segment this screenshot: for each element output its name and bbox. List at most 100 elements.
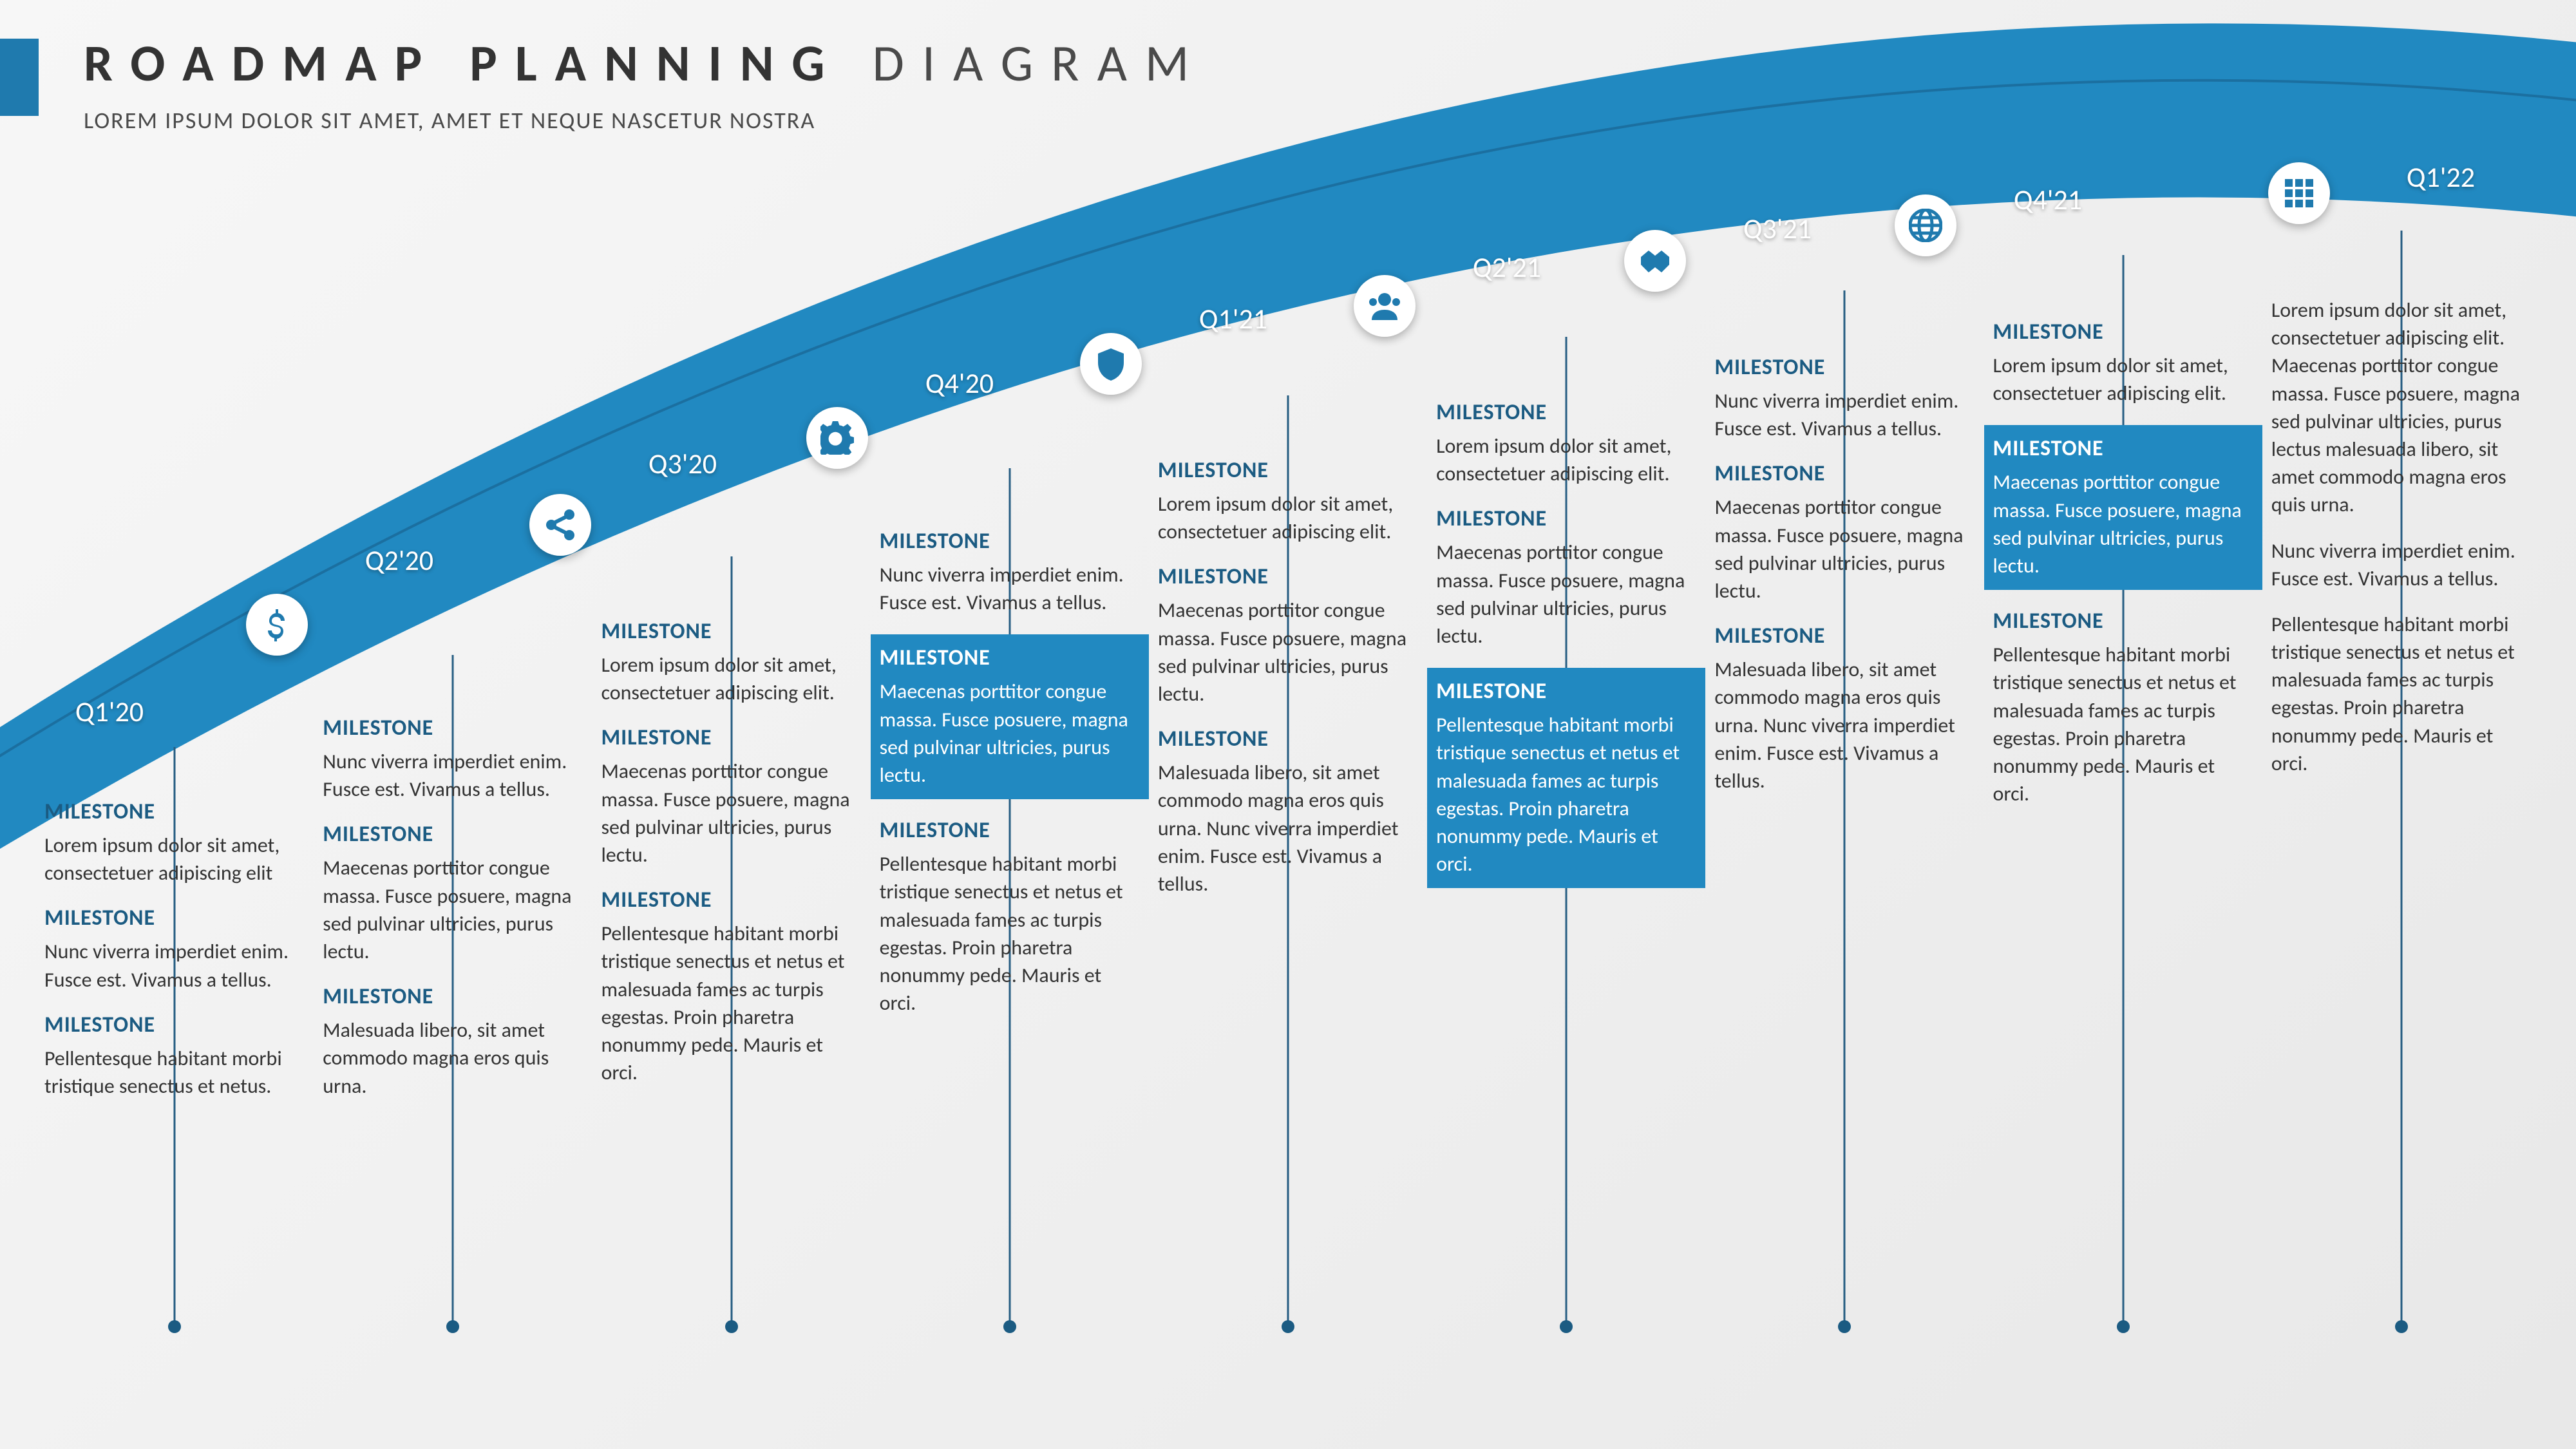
milestone: MILESTONE Malesuada libero, sit amet comm… — [1158, 726, 1418, 898]
quarter-label: Q2'21 — [1473, 250, 1541, 285]
milestone-title: MILESTONE — [880, 645, 1140, 671]
milestone-column: MILESTONE Lorem ipsum dolor sit amet, con… — [1984, 296, 2262, 1401]
milestone-column: MILESTONE Nunc viverra imperdiet enim. Fu… — [1705, 296, 1984, 1365]
milestone-body: Lorem ipsum dolor sit amet, consectetuer… — [1436, 432, 1696, 488]
milestone: MILESTONE Pellentesque habitant morbi tri… — [1993, 608, 2253, 808]
milestone-body: Pellentesque habitant morbi tristique se… — [1993, 641, 2253, 808]
milestone-title: MILESTONE — [601, 724, 861, 751]
milestone: MILESTONE Nunc viverra imperdiet enim. Fu… — [1714, 354, 1975, 442]
milestone: MILESTONE Malesuada libero, sit amet comm… — [1714, 623, 1975, 795]
milestone-content: MILESTONE Lorem ipsum dolor sit amet, con… — [44, 799, 305, 1100]
milestone-title: MILESTONE — [1714, 623, 1975, 649]
quarter-label: Q1'22 — [2407, 160, 2475, 194]
milestone-body: Malesuada libero, sit amet commodo magna… — [1158, 759, 1418, 898]
milestone-title: MILESTONE — [880, 817, 1140, 844]
milestone-title: MILESTONE — [1436, 678, 1696, 705]
milestone: MILESTONE Maecenas porttitor congue massa… — [1714, 460, 1975, 605]
milestone-column: MILESTONE Nunc viverra imperdiet enim. Fu… — [871, 296, 1149, 1191]
milestone: MILESTONE Malesuada libero, sit amet comm… — [323, 983, 583, 1100]
milestone-body: Maecenas porttitor congue massa. Fusce p… — [1993, 468, 2253, 580]
milestone: MILESTONE Lorem ipsum dolor sit amet, con… — [1158, 457, 1418, 545]
milestone-content: Lorem ipsum dolor sit amet, consectetuer… — [2271, 296, 2532, 777]
milestone-column: MILESTONE Lorem ipsum dolor sit amet, con… — [592, 296, 870, 1101]
milestone: MILESTONE Maecenas porttitor congue massa… — [871, 634, 1149, 799]
milestone-body: Maecenas porttitor congue massa. Fusce p… — [323, 854, 583, 965]
milestone-body: Maecenas porttitor congue massa. Fusce p… — [1714, 493, 1975, 605]
milestone-body: Maecenas porttitor congue massa. Fusce p… — [880, 677, 1140, 789]
milestone: MILESTONE Maecenas porttitor congue massa… — [1436, 506, 1696, 650]
milestone-title: MILESTONE — [601, 887, 861, 913]
milestone-title: MILESTONE — [1158, 457, 1418, 484]
milestone-body: Maecenas porttitor congue massa. Fusce p… — [601, 757, 861, 869]
quarter-label: Q4'21 — [2014, 182, 2082, 217]
milestone-content: MILESTONE Nunc viverra imperdiet enim. Fu… — [323, 715, 583, 1100]
milestone-body: Nunc viverra imperdiet enim. Fusce est. … — [323, 748, 583, 803]
milestone: MILESTONE Maecenas porttitor congue massa… — [1158, 564, 1418, 708]
milestone-body: Lorem ipsum dolor sit amet, consectetuer… — [1993, 352, 2253, 407]
milestone-body: Malesuada libero, sit amet commodo magna… — [323, 1016, 583, 1100]
milestone: MILESTONE Nunc viverra imperdiet enim. Fu… — [323, 715, 583, 803]
milestone-title: MILESTONE — [1714, 354, 1975, 381]
milestone-title: MILESTONE — [323, 983, 583, 1010]
milestone-body: Lorem ipsum dolor sit amet, consectetuer… — [44, 831, 305, 887]
quarter-label: Q3'21 — [1743, 211, 1812, 246]
handshake-icon — [1624, 230, 1686, 292]
milestone-body: Pellentesque habitant morbi tristique se… — [880, 850, 1140, 1017]
milestone-title: MILESTONE — [323, 715, 583, 741]
milestone-content: MILESTONE Lorem ipsum dolor sit amet, con… — [1436, 399, 1696, 888]
milestone-content: MILESTONE Nunc viverra imperdiet enim. Fu… — [880, 528, 1140, 1017]
milestone: MILESTONE Nunc viverra imperdiet enim. Fu… — [44, 905, 305, 993]
milestone-column: MILESTONE Lorem ipsum dolor sit amet, con… — [35, 296, 314, 921]
milestone-body: Lorem ipsum dolor sit amet, consectetuer… — [1158, 490, 1418, 545]
milestone: MILESTONE Lorem ipsum dolor sit amet, con… — [44, 799, 305, 887]
milestone: MILESTONE Lorem ipsum dolor sit amet, con… — [1436, 399, 1696, 488]
milestone: Lorem ipsum dolor sit amet, consectetuer… — [2271, 296, 2532, 777]
milestone-column: MILESTONE Nunc viverra imperdiet enim. Fu… — [314, 296, 592, 1005]
milestone-title: MILESTONE — [1158, 564, 1418, 590]
globe-icon — [1895, 194, 1956, 256]
milestone-body: Pellentesque habitant morbi tristique se… — [1436, 711, 1696, 878]
milestone-title: MILESTONE — [601, 618, 861, 645]
milestone-title: MILESTONE — [880, 528, 1140, 554]
milestone: MILESTONE Pellentesque habitant morbi tri… — [601, 887, 861, 1086]
milestone-columns: MILESTONE Lorem ipsum dolor sit amet, con… — [35, 296, 2541, 1423]
milestone-column: Lorem ipsum dolor sit amet, consectetuer… — [2262, 296, 2541, 1423]
milestone-title: MILESTONE — [1993, 435, 2253, 462]
grid-icon — [2268, 162, 2330, 224]
milestone-body: Lorem ipsum dolor sit amet, consectetuer… — [2271, 296, 2532, 777]
milestone-body: Pellentesque habitant morbi tristique se… — [601, 920, 861, 1086]
milestone-title: MILESTONE — [323, 821, 583, 848]
milestone: MILESTONE Nunc viverra imperdiet enim. Fu… — [880, 528, 1140, 616]
milestone-title: MILESTONE — [44, 799, 305, 825]
milestone-title: MILESTONE — [1436, 399, 1696, 426]
milestone-body: Nunc viverra imperdiet enim. Fusce est. … — [1714, 387, 1975, 442]
milestone-title: MILESTONE — [1993, 319, 2253, 345]
milestone-column: MILESTONE Lorem ipsum dolor sit amet, con… — [1427, 296, 1705, 1320]
milestone-title: MILESTONE — [1158, 726, 1418, 752]
milestone: MILESTONE Lorem ipsum dolor sit amet, con… — [601, 618, 861, 706]
milestone-body: Maecenas porttitor congue massa. Fusce p… — [1158, 596, 1418, 708]
milestone-body: Pellentesque habitant morbi tristique se… — [44, 1045, 305, 1100]
milestone-body: Nunc viverra imperdiet enim. Fusce est. … — [880, 561, 1140, 616]
milestone: MILESTONE Pellentesque habitant morbi tri… — [880, 817, 1140, 1017]
milestone-body: Malesuada libero, sit amet commodo magna… — [1714, 656, 1975, 795]
milestone-title: MILESTONE — [1714, 460, 1975, 487]
milestone-body: Nunc viverra imperdiet enim. Fusce est. … — [44, 938, 305, 993]
milestone-title: MILESTONE — [1993, 608, 2253, 634]
milestone-title: MILESTONE — [44, 1012, 305, 1038]
milestone-title: MILESTONE — [1436, 506, 1696, 532]
milestone-content: MILESTONE Nunc viverra imperdiet enim. Fu… — [1714, 354, 1975, 795]
milestone-body: Lorem ipsum dolor sit amet, consectetuer… — [601, 651, 861, 706]
milestone-column: MILESTONE Lorem ipsum dolor sit amet, con… — [1149, 296, 1427, 1262]
milestone: MILESTONE Lorem ipsum dolor sit amet, con… — [1993, 319, 2253, 407]
milestone-content: MILESTONE Lorem ipsum dolor sit amet, con… — [1158, 457, 1418, 898]
milestone-body: Maecenas porttitor congue massa. Fusce p… — [1436, 538, 1696, 650]
milestone-content: MILESTONE Lorem ipsum dolor sit amet, con… — [601, 618, 861, 1086]
milestone-title: MILESTONE — [44, 905, 305, 931]
milestone: MILESTONE Maecenas porttitor congue massa… — [601, 724, 861, 869]
milestone: MILESTONE Pellentesque habitant morbi tri… — [44, 1012, 305, 1100]
milestone: MILESTONE Pellentesque habitant morbi tri… — [1427, 668, 1705, 888]
milestone: MILESTONE Maecenas porttitor congue massa… — [323, 821, 583, 965]
milestone: MILESTONE Maecenas porttitor congue massa… — [1984, 425, 2262, 590]
milestone-content: MILESTONE Lorem ipsum dolor sit amet, con… — [1993, 319, 2253, 808]
